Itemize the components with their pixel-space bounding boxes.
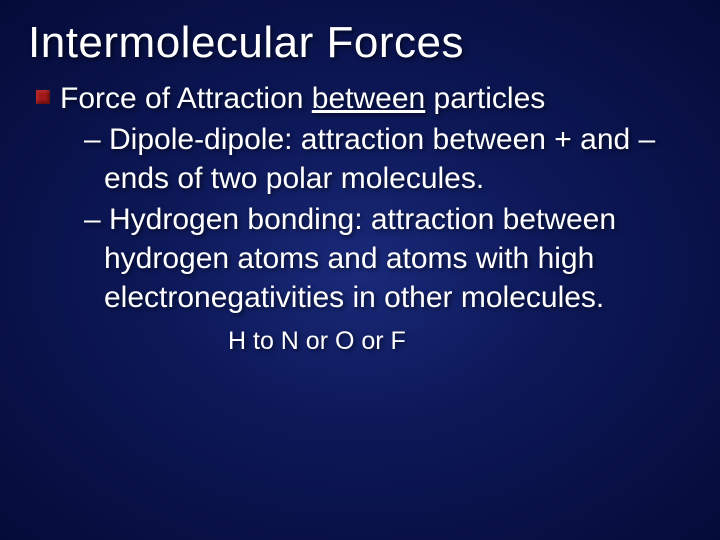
sub-bullet-1: – Dipole-dipole: attraction between + an…: [84, 120, 692, 198]
main-bullet-prefix: Force of Attraction: [60, 82, 312, 115]
main-bullet-row: Force of Attraction between particles: [36, 80, 692, 118]
main-bullet-underlined: between: [312, 82, 425, 115]
footnote-text: H to N or O or F: [228, 327, 692, 356]
slide-title: Intermolecular Forces: [28, 18, 692, 68]
main-bullet-text: Force of Attraction between particles: [60, 80, 545, 118]
bullet-square-icon: [36, 90, 50, 104]
sub-bullet-2: – Hydrogen bonding: attraction between h…: [84, 200, 692, 317]
slide-container: Intermolecular Forces Force of Attractio…: [0, 0, 720, 540]
main-bullet-suffix: particles: [425, 82, 545, 115]
